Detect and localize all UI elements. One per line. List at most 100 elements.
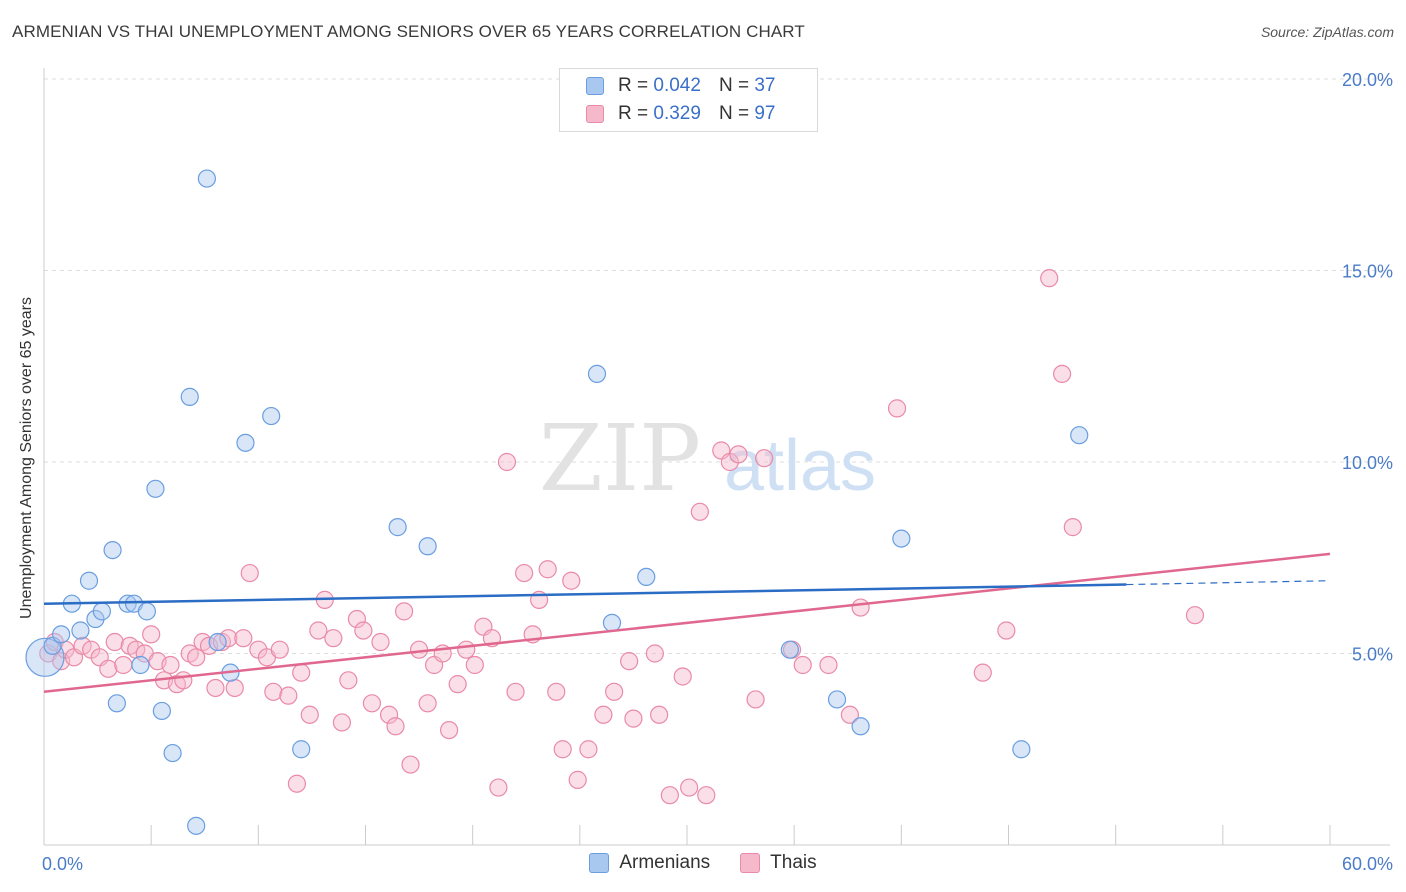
thais-point [680,778,699,797]
thais-point [1040,269,1059,288]
thais-point [579,740,598,759]
thais-point [497,452,517,472]
thais-trend-line [43,552,1331,694]
thais-point [605,682,624,701]
armenians-point [827,690,847,709]
thais-point [506,682,525,701]
chart-source: Source: ZipAtlas.com [1260,24,1394,40]
grid-layer [44,78,1390,654]
thais-point [1185,606,1205,625]
armenians-trend-extension [1126,580,1331,586]
thais-point [746,690,765,709]
thais-point [660,786,679,805]
thais-point [270,640,289,659]
tick-labels: 5.0% 10.0% 15.0% 20.0% 0.0% 60.0% [42,70,1393,874]
thais-point [624,709,643,728]
armenians-point [1012,740,1031,759]
y-tick-label: 15.0% [1342,262,1393,282]
thais-point [114,655,133,675]
y-tick-label: 20.0% [1342,70,1393,90]
thais-point [650,705,669,724]
axis-layer [43,68,1390,846]
thais-point [354,621,373,640]
thais-point [465,655,484,675]
armenians-trend-line [43,583,1127,605]
legend-n-label: N = [718,75,750,96]
y-axis-label: Unemployment Among Seniors over 65 years [18,297,35,619]
thais-point [755,449,774,468]
armenians-point [163,743,182,763]
series-swatch-armenians [589,853,610,873]
thais-point [538,560,557,579]
series-swatch-thais [740,853,761,873]
thais-point [448,675,467,694]
armenians-point [25,637,65,677]
thais-point [401,755,420,774]
series-label-thais: Thais [770,852,817,873]
watermark-atlas: atlas [724,426,876,506]
armenians-point [851,717,870,736]
armenians-point [388,518,407,537]
thais-point [690,502,709,521]
thais-point [300,705,319,724]
thais-point [105,632,124,652]
trend-lines [43,552,1331,694]
legend-n-label: N = [718,103,750,124]
legend-r-label: R = [618,103,649,124]
thais-point [187,648,206,667]
armenians-point [107,694,126,713]
thais-point [362,694,382,713]
armenians-point [187,816,206,835]
thais-point [371,632,390,652]
thais-point [439,720,459,740]
thais-point [515,563,534,583]
correlation-legend: R = 0.042 N = 37 R = 0.329 N = 97 [559,68,818,132]
thais-point [292,663,311,682]
armenians-point [79,571,99,590]
armenians-points [25,169,1089,835]
thais-point [997,621,1016,640]
thais-point [279,686,298,705]
thais-point [287,774,307,793]
thais-point [379,705,399,724]
armenians-point [602,613,622,632]
thais-point [73,636,92,655]
legend-n-thais: 97 [754,103,776,124]
legend-r-thais: 0.329 [653,103,701,124]
thais-point [887,399,907,418]
thais-point [489,778,508,797]
thais-point [324,629,343,648]
armenians-point [892,529,911,548]
thais-point [161,655,180,675]
armenians-point [152,701,171,721]
legend-r-armenians: 0.042 [653,75,701,96]
series-legend-armenians[interactable]: Armenians [589,852,710,874]
thais-point [840,705,859,724]
armenians-point [131,655,150,675]
x-tick-label: 60.0% [1342,854,1393,874]
armenians-point [146,479,165,498]
legend-swatch-armenians [586,77,604,95]
armenians-point [118,594,137,613]
thais-point [594,705,613,724]
armenians-point [52,625,71,644]
thais-point [240,563,259,583]
thais-point [409,640,429,659]
series-legend-thais[interactable]: Thais [740,852,817,874]
thais-point [973,663,992,682]
armenians-point [262,406,281,426]
thais-point [332,713,352,732]
thais-point [206,678,225,698]
thais-point [99,659,118,678]
armenians-point [103,540,122,560]
armenians-point [92,602,111,621]
legend-row-thais: R = 0.329 N = 97 [586,101,775,127]
x-tick-label: 0.0% [42,854,83,874]
y-tick-label: 5.0% [1352,645,1393,665]
thais-point [394,602,414,621]
watermark: ZIP atlas [539,405,876,512]
thais-point [620,652,639,671]
armenians-point [587,364,607,384]
legend-row-armenians: R = 0.042 N = 37 [586,73,775,99]
